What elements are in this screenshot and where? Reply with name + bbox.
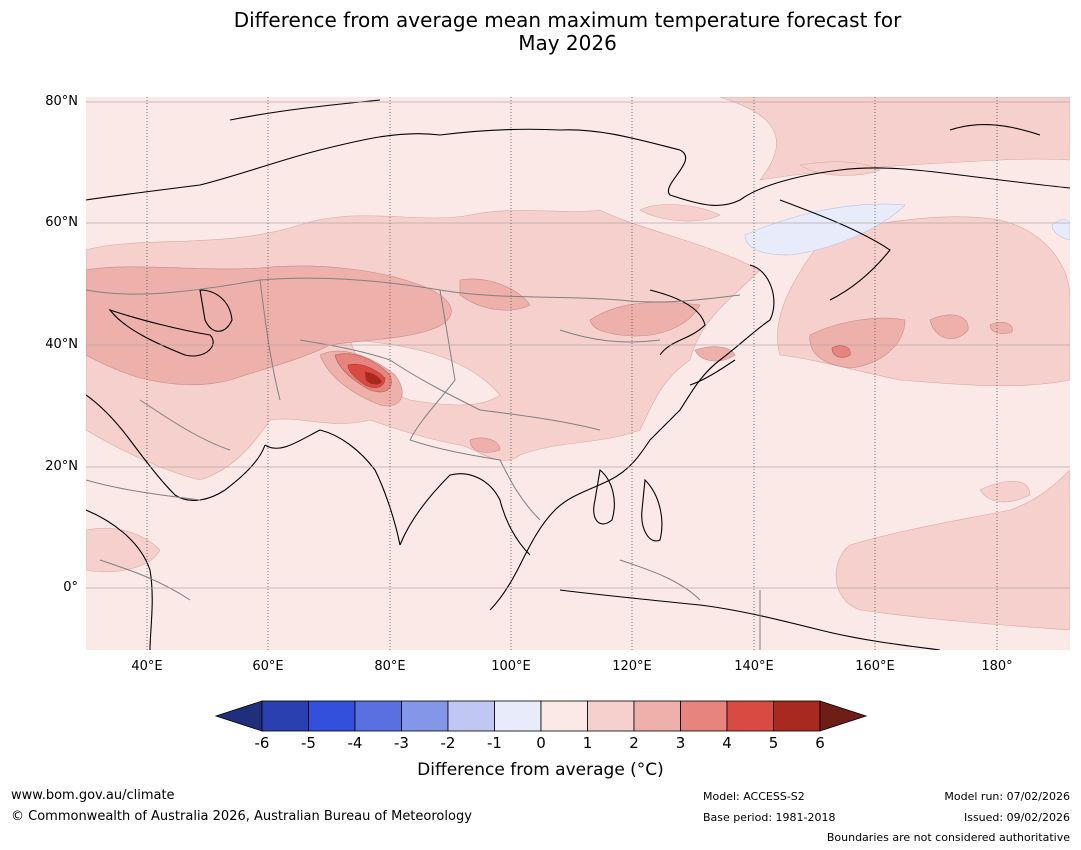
colorbar-tick-label: 6 [815,734,825,752]
longitude-gridlines [146,97,998,650]
colorbar-bin [726,700,774,732]
colorbar-tick-label: -5 [301,734,316,752]
issued-text: Issued: 09/02/2026 [963,811,1070,824]
country-borders [86,277,761,650]
latitude-gridlines [86,101,1070,589]
lat-label-80n: 80°N [45,94,78,109]
lon-label-80e: 80°E [374,659,406,674]
colorbar-bin [680,700,728,732]
colorbar [214,700,868,732]
colorbar-tick-label: -2 [440,734,456,752]
colorbar-tick-label: -4 [347,734,363,752]
lon-label-120e: 120°E [612,659,652,674]
model-text: Model: ACCESS-S2 [703,790,805,803]
map-title: Difference from average mean maximum tem… [0,9,1081,55]
anomaly-5-6-zone [365,372,382,385]
colorbar-bin [308,700,356,732]
copyright-text: © Commonwealth of Australia 2026, Austra… [11,809,472,824]
colorbar-tick-label: 2 [629,734,639,752]
colorbar-tick-label: 0 [536,734,546,752]
title-line-2: May 2026 [518,31,617,55]
lon-label-140e: 140°E [734,659,774,674]
colorbar-bin [540,700,588,732]
colorbar-tick-label: -1 [487,734,502,752]
colorbar-bin [354,700,402,732]
colorbar-bin [261,700,309,732]
lon-label-40e: 40°E [131,659,163,674]
coastlines [86,99,1070,650]
colorbar-label: Difference from average (°C) [417,760,664,780]
lat-label-40n: 40°N [45,337,78,352]
model-run-text: Model run: 07/02/2026 [944,790,1070,803]
map-area [86,97,1070,650]
lon-label-60e: 60°E [252,659,284,674]
colorbar-tick-label: 5 [768,734,779,752]
lon-label-180: 180° [981,659,1013,674]
lat-label-60n: 60°N [45,215,78,230]
anomaly-cool-zones [744,203,1070,256]
disclaimer-text: Boundaries are not considered authoritat… [826,831,1070,844]
lon-label-100e: 100°E [491,659,531,674]
base-period-text: Base period: 1981-2018 [703,811,836,824]
title-line-1: Difference from average mean maximum tem… [233,8,902,32]
lon-label-160e: 160°E [855,659,895,674]
colorbar-bin [401,700,449,732]
colorbar-bin [633,700,681,732]
colorbar-extend-high [819,700,868,732]
colorbar-tick-label: -6 [254,734,270,752]
lat-label-20n: 20°N [45,459,78,474]
colorbar-bin [494,700,542,732]
colorbar-tick-label: 1 [582,734,593,752]
website-link[interactable]: www.bom.gov.au/climate [11,788,175,803]
colorbar-tick-label: 4 [722,734,732,752]
lat-label-0: 0° [63,580,78,595]
colorbar-tick-label: -3 [394,734,409,752]
colorbar-bin [447,700,495,732]
colorbar-tick-label: 3 [675,734,686,752]
colorbar-extend-low [214,700,263,732]
colorbar-bin [773,700,821,732]
colorbar-bin [587,700,635,732]
